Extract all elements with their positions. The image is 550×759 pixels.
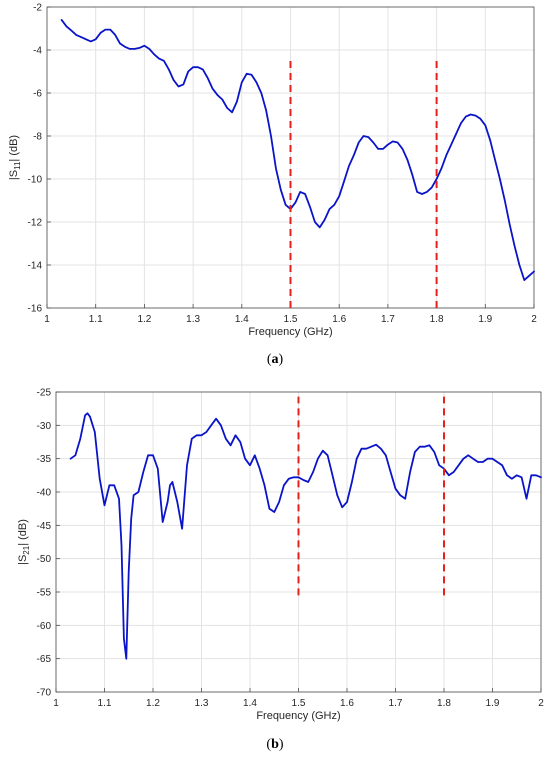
y-tick-label: -50	[37, 554, 52, 565]
x-tick-label: 1.8	[437, 698, 451, 709]
y-axis-title-main: |S	[8, 170, 20, 180]
y-tick-label: -60	[37, 621, 52, 632]
x-tick-label: 2	[531, 314, 537, 325]
y-axis-title-sub: 21	[22, 545, 31, 554]
x-tick-label: 1.7	[389, 698, 403, 709]
y-tick-label: -14	[28, 261, 43, 272]
y-axis-title-tail: | (dB)	[8, 135, 20, 162]
x-tick-label: 1	[53, 698, 59, 709]
y-tick-label: -70	[37, 688, 52, 699]
caption-a: (a)	[266, 352, 284, 367]
y-axis-title-sub: 11	[13, 161, 22, 170]
y-tick-label: -2	[33, 3, 42, 14]
x-axis-title: Frequency (GHz)	[256, 710, 340, 722]
x-tick-label: 1.2	[137, 314, 151, 325]
x-tick-label: 1.3	[195, 698, 209, 709]
x-tick-label: 1.2	[146, 698, 160, 709]
y-axis-title: |S21| (dB)	[17, 519, 31, 565]
y-axis-title-main: |S	[17, 555, 29, 565]
x-tick-label: 1.6	[340, 698, 354, 709]
x-tick-label: 1.5	[284, 314, 298, 325]
y-tick-label: -25	[37, 388, 52, 399]
x-tick-label: 1.5	[292, 698, 306, 709]
y-tick-label: -6	[33, 89, 42, 100]
chart-panel-b: 1 1.1 1.2 1.3 1.4 1.5 1.6 1.7 1.8 1.9 2 -70 -65 -60 -5…	[0, 380, 550, 759]
x-tick-label: 1.7	[381, 314, 395, 325]
s11-chart: 1 1.1 1.2 1.3 1.4 1.5 1.6 1.7 1.8 1.9 2 -16 -14 -12 -1…	[8, 3, 537, 339]
x-tick-label: 1.4	[243, 698, 257, 709]
y-axis-title-tail: | (dB)	[17, 519, 29, 546]
y-tick-label: -65	[37, 654, 52, 665]
y-tick-label: -8	[33, 132, 42, 143]
x-tick-label: 1.4	[235, 314, 249, 325]
caption-b: (b)	[266, 737, 284, 752]
x-tick-label: 1.1	[89, 314, 103, 325]
y-tick-label: -10	[28, 175, 43, 186]
x-tick-label: 1.3	[186, 314, 200, 325]
x-tick-label: 1.9	[486, 698, 500, 709]
s21-chart: 1 1.1 1.2 1.3 1.4 1.5 1.6 1.7 1.8 1.9 2 -70 -65 -60 -5…	[17, 388, 544, 723]
series-line	[69, 412, 542, 660]
y-tick-label: -30	[37, 421, 52, 432]
y-tick-label: -4	[33, 46, 42, 57]
x-tick-label: 1	[44, 314, 50, 325]
x-tick-label: 1.8	[430, 314, 444, 325]
y-tick-label: -12	[28, 218, 43, 229]
y-tick-label: -45	[37, 521, 52, 532]
x-tick-label: 2	[538, 698, 544, 709]
x-axis-title: Frequency (GHz)	[248, 326, 332, 338]
x-tick-label: 1.1	[98, 698, 112, 709]
x-tick-label: 1.6	[332, 314, 346, 325]
y-tick-label: -16	[28, 304, 43, 315]
chart-panel-a: 1 1.1 1.2 1.3 1.4 1.5 1.6 1.7 1.8 1.9 2 -16 -14 -12 -1…	[8, 3, 537, 368]
y-tick-label: -40	[37, 488, 52, 499]
series-line	[60, 18, 535, 282]
y-tick-label: -55	[37, 588, 52, 599]
y-tick-label: -35	[37, 454, 52, 465]
x-tick-label: 1.9	[478, 314, 492, 325]
y-axis-title: |S11| (dB)	[8, 135, 22, 180]
